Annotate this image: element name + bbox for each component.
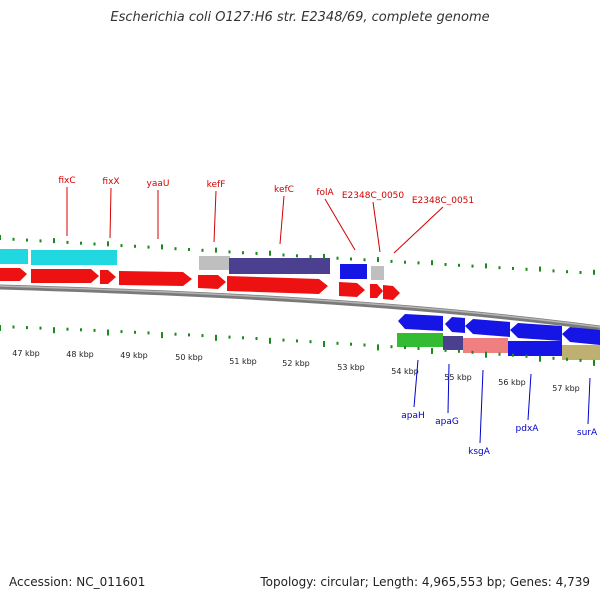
reverse-gene-labels: apaH apaG ksgA pdxA surA [401,359,598,457]
genome-backbone-highlight [0,285,600,328]
genome-title: Escherichia coli O127:H6 str. E2348/69, … [110,10,490,25]
gene-label-fixX[interactable]: fixX [102,177,119,187]
scale-ticks [0,235,595,366]
forward-gene-arrows [0,268,400,300]
gene-leader-line [324,198,356,251]
gene-arrow-fwd-1[interactable] [0,268,27,281]
reverse-gene-arrows [398,314,600,345]
feature-blue-2[interactable] [508,341,562,356]
gene-arrow-rev-ksgA[interactable] [465,319,510,337]
gene-leader-line [527,373,532,421]
accession-label: Accession: NC_011601 [9,575,146,589]
gene-label-E2348C_0051[interactable]: E2348C_0051 [412,196,474,206]
scale-label: 49 kbp [120,351,148,360]
gene-leader-line [587,377,591,425]
gene-arrow-fwd-fixC[interactable] [31,269,99,283]
feature-slateblue-1[interactable] [229,258,330,274]
feature-gray-2[interactable] [371,266,384,280]
scale-label: 51 kbp [229,357,257,366]
gene-leader-line [372,201,381,253]
genome-summary-label: Topology: circular; Length: 4,965,553 bp… [260,575,590,589]
scale-label: 47 kbp [12,349,40,358]
gene-arrow-rev-pdxA[interactable] [510,323,562,341]
gene-label-kefF[interactable]: kefF [207,180,226,190]
gene-label-apaG[interactable]: apaG [435,417,459,427]
gene-arrow-fwd-kefC[interactable] [227,276,328,294]
gene-leader-line [109,187,112,239]
feature-cyan-1[interactable] [0,249,28,264]
gene-arrow-fwd-kefF[interactable] [198,275,226,289]
scale-label: 55 kbp [444,373,472,382]
feature-gray-1[interactable] [199,256,230,270]
gene-leader-line [279,195,285,245]
forward-gene-labels: fixC fixX yaaU kefF kefC folA E2348C_0050 E2348… [58,176,474,254]
gene-label-ksgA[interactable]: ksgA [468,447,491,457]
feature-cyan-2[interactable] [31,250,117,265]
scale-label: 48 kbp [66,350,94,359]
scale-label: 52 kbp [282,359,310,368]
gene-label-pdxA[interactable]: pdxA [516,424,540,434]
gene-label-apaH[interactable]: apaH [401,411,425,421]
gene-leader-line [479,369,484,444]
genome-backbone [0,284,600,331]
gene-leader-line [413,359,419,408]
feature-slateblue-2[interactable] [443,336,463,350]
scale-label: 56 kbp [498,378,526,387]
gene-label-kefC[interactable]: kefC [274,185,294,195]
feature-green-1[interactable] [397,333,443,347]
feature-salmon-1[interactable] [463,338,508,353]
gene-arrow-fwd-folA[interactable] [339,282,365,297]
scale-labels: 47 kbp 48 kbp 49 kbp 50 kbp 51 kbp 52 kbp 53 k… [12,349,580,393]
gene-label-yaaU[interactable]: yaaU [147,179,170,189]
gene-leader-line [447,363,450,414]
scale-label: 53 kbp [337,363,365,372]
gene-arrow-fwd-fixX[interactable] [100,270,116,284]
gene-label-E2348C_0050[interactable]: E2348C_0050 [342,191,405,201]
feature-blue-1[interactable] [340,264,367,279]
gene-arrow-rev-apaH[interactable] [398,314,443,331]
gene-leader-line [393,206,444,254]
feature-khaki-1[interactable] [562,345,600,360]
scale-label: 50 kbp [175,353,203,362]
gene-arrow-fwd-0051[interactable] [383,285,400,300]
gene-arrow-rev-apaG[interactable] [445,317,465,333]
gene-arrow-fwd-0050[interactable] [370,284,383,298]
gene-label-fixC[interactable]: fixC [58,176,75,186]
gene-arrow-rev-surA[interactable] [562,327,600,345]
gene-label-folA[interactable]: folA [316,188,334,198]
gene-label-surA[interactable]: surA [577,428,598,438]
scale-label: 54 kbp [391,367,419,376]
scale-label: 57 kbp [552,384,580,393]
gene-arrow-fwd-yaaU[interactable] [119,271,192,286]
gene-leader-line [213,190,217,243]
reverse-feature-track [397,333,600,360]
forward-feature-track [0,249,384,280]
